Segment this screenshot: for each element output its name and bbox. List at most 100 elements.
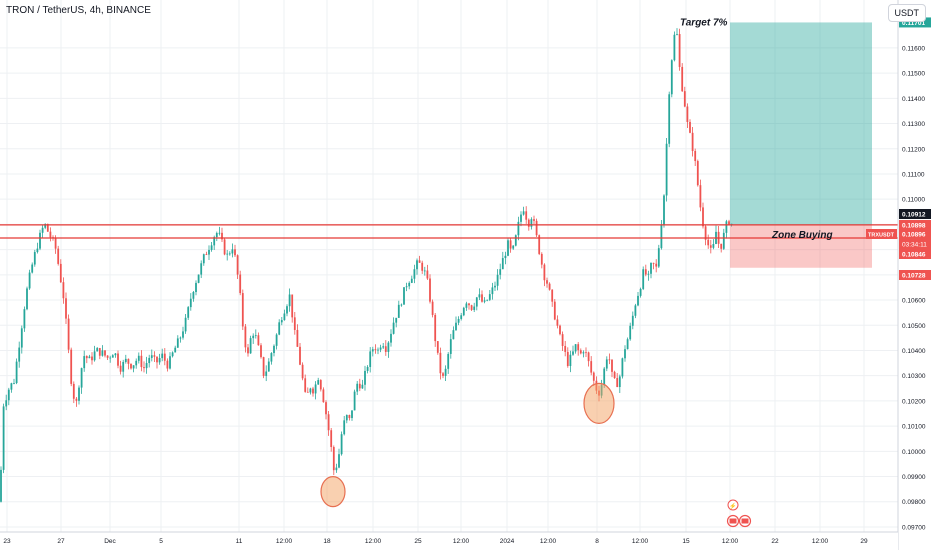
candle-body — [23, 309, 26, 329]
x-tick-label: 11 — [236, 538, 243, 545]
candle-body — [247, 347, 249, 354]
candle-body — [722, 232, 725, 249]
candle-body — [577, 344, 580, 351]
x-tick-label: 23 — [3, 538, 11, 545]
candle-body — [647, 273, 650, 275]
event-marker-lightning — [727, 499, 739, 511]
candle-body — [189, 298, 192, 308]
candle-body — [228, 253, 231, 255]
candle-body — [143, 367, 145, 369]
candle-body — [179, 337, 182, 339]
y-tick-label: 0.11200 — [902, 146, 925, 153]
candle-body — [174, 347, 177, 353]
candle-body — [369, 351, 372, 367]
candle-body — [15, 361, 18, 384]
lightning-icon: ⚡ — [729, 502, 736, 510]
candle-body — [109, 357, 112, 359]
candle-body — [520, 214, 522, 222]
candle-body — [507, 240, 509, 256]
target-annotation: Target 7% — [680, 17, 728, 28]
candle-body — [444, 368, 447, 376]
currency-button[interactable]: USDT — [887, 4, 926, 22]
candle-body — [156, 356, 158, 363]
candle-body — [366, 366, 369, 371]
candle-body — [278, 322, 281, 335]
candle-body — [184, 317, 187, 332]
y-tick-label: 0.11400 — [902, 96, 925, 103]
candle-body — [423, 270, 426, 272]
candle-body — [660, 225, 663, 249]
candle-body — [566, 351, 569, 366]
candle-body — [418, 260, 421, 263]
candle-body — [241, 293, 244, 327]
candle-body — [202, 254, 205, 264]
candle-body — [564, 345, 567, 352]
candle-body — [416, 260, 418, 270]
candle-body — [725, 221, 728, 233]
candle-body — [709, 245, 712, 248]
low-highlight-circle — [583, 382, 615, 425]
candle-body — [455, 322, 457, 331]
candle-body — [345, 415, 348, 421]
candle-body — [312, 388, 314, 394]
candle-body — [322, 389, 325, 403]
price-tag — [899, 220, 931, 230]
candle-body — [44, 224, 47, 228]
candle-body — [512, 245, 515, 249]
candle-body — [730, 223, 733, 225]
candle-body — [153, 355, 156, 357]
candle-body — [20, 328, 23, 348]
y-tick-label: 0.10200 — [902, 398, 926, 405]
candle-body — [470, 305, 473, 310]
candle-body — [244, 326, 247, 348]
x-tick-label: 25 — [414, 538, 422, 545]
y-tick-label: 0.09700 — [902, 524, 926, 531]
candle-body — [182, 331, 184, 338]
candle-body — [192, 292, 195, 299]
candle-body — [171, 352, 174, 357]
candle-body — [364, 370, 366, 385]
candle-body — [611, 359, 613, 372]
candle-body — [686, 106, 689, 122]
y-tick-label: 0.10400 — [902, 348, 926, 355]
candle-body — [592, 372, 595, 381]
countdown-tag — [899, 239, 931, 249]
candle-body — [728, 221, 730, 225]
candle-body — [707, 239, 710, 246]
x-tick-label: 18 — [323, 538, 331, 545]
candle-body — [655, 263, 658, 267]
candle-body — [205, 254, 208, 256]
candle-body — [665, 143, 668, 196]
candle-body — [574, 344, 577, 352]
candle-body — [158, 358, 161, 363]
target-zone — [730, 22, 872, 226]
candle-body — [439, 352, 442, 374]
candle-body — [457, 318, 460, 323]
candle-body — [7, 389, 10, 401]
candle-body — [59, 263, 62, 283]
candle-body — [390, 333, 392, 343]
candle-body — [673, 34, 676, 61]
candle-body — [327, 414, 330, 431]
candle-body — [587, 352, 590, 362]
candle-body — [501, 258, 504, 270]
candle-body — [613, 371, 616, 379]
candle-body — [543, 264, 546, 281]
candle-body — [286, 306, 288, 314]
candle-body — [499, 269, 502, 275]
candle-body — [509, 240, 512, 249]
candle-body — [197, 274, 200, 283]
candle-body — [127, 358, 130, 364]
candle-body — [371, 349, 374, 352]
price-tag-label: 0.10728 — [902, 273, 926, 280]
candle-body — [91, 356, 93, 361]
candle-body — [132, 365, 135, 369]
candle-body — [5, 400, 8, 407]
x-tick-label: 22 — [771, 538, 779, 545]
candle-body — [234, 249, 236, 256]
x-tick-label: 27 — [57, 538, 65, 545]
candle-body — [631, 315, 634, 326]
price-tag — [899, 249, 931, 259]
